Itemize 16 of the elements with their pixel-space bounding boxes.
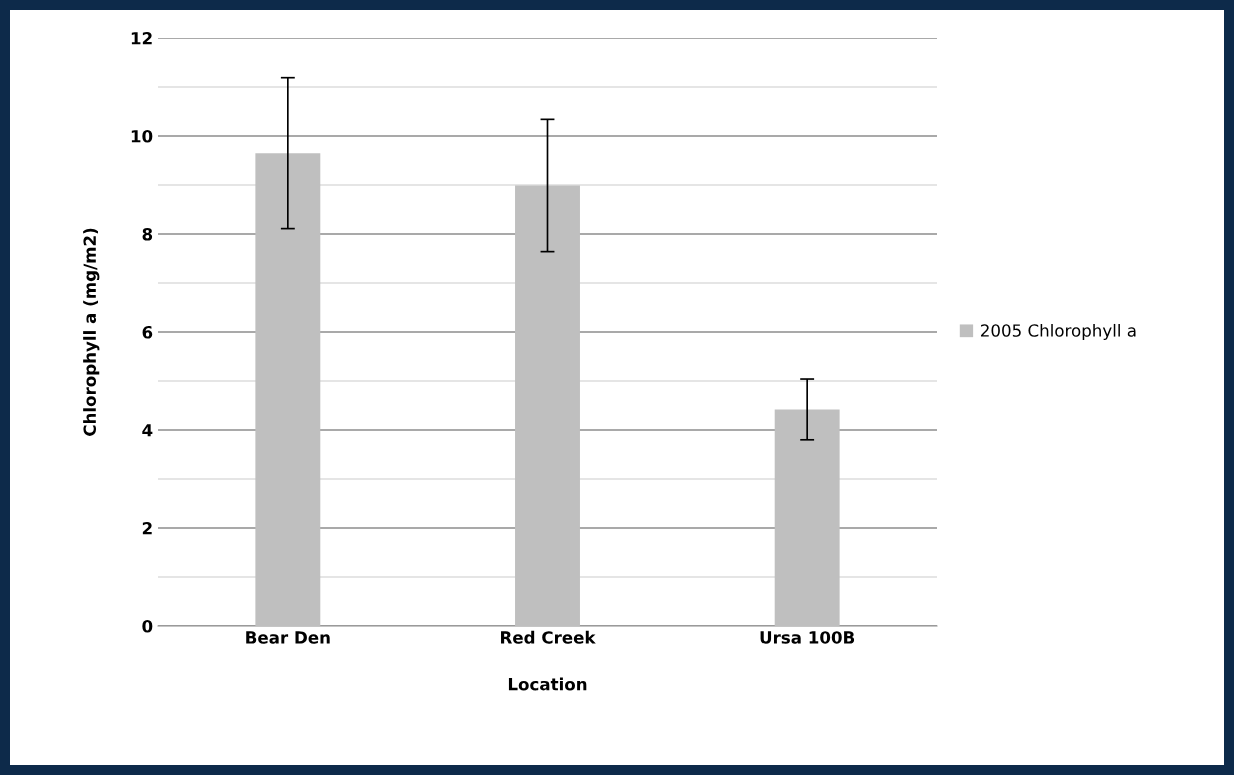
x-tick-label: Red Creek xyxy=(501,630,596,644)
bar xyxy=(515,185,580,626)
bar xyxy=(255,153,321,626)
y-tick-label: 10 xyxy=(131,129,153,143)
y-tick-label: 4 xyxy=(142,424,153,437)
legend-label: 2005 Chlorophyll a xyxy=(981,323,1136,341)
x-tick-label: Bear Den xyxy=(246,631,330,644)
y-tick-label: 8 xyxy=(142,227,153,241)
y-axis-title: Chlorophyll a (mg/m2) xyxy=(83,228,100,436)
x-axis-title: Location xyxy=(508,677,587,691)
bar xyxy=(774,409,840,626)
y-tick-label: 2 xyxy=(142,521,152,535)
y-tick-label: 6 xyxy=(142,325,153,339)
y-tick-label: 12 xyxy=(131,31,152,45)
y-tick-label: 0 xyxy=(142,619,153,633)
x-tick-label: Ursa 100B xyxy=(760,631,855,644)
